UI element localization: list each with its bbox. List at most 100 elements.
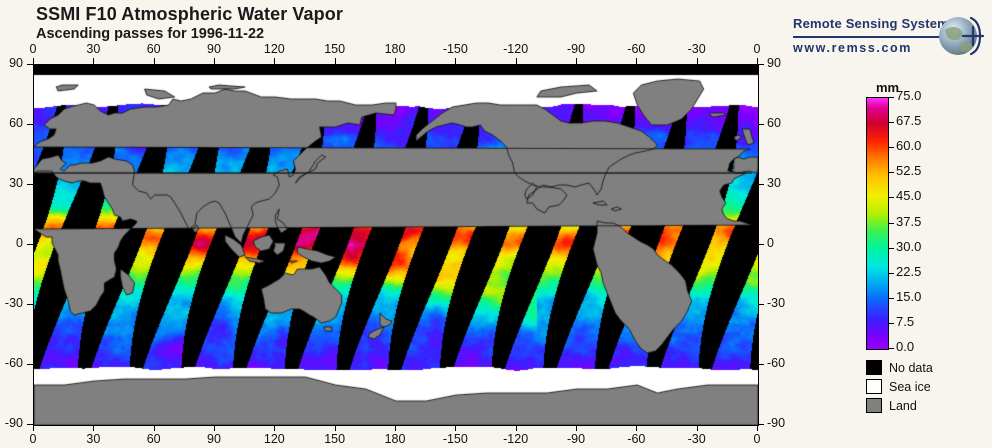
lon-tick	[395, 425, 396, 431]
lon-tick	[515, 425, 517, 431]
colorbar-tick-label: 60.0	[896, 138, 922, 154]
lon-label-bottom: 60	[146, 432, 161, 446]
colorbar-tick	[888, 122, 894, 124]
lon-label-bottom: 0	[753, 432, 761, 446]
legend-label: No data	[889, 360, 933, 375]
lon-tick	[455, 58, 457, 64]
colorbar-tick	[888, 97, 894, 98]
lon-tick	[93, 58, 95, 64]
lat-label-left: -60	[4, 356, 23, 370]
lon-tick	[153, 425, 155, 431]
colorbar-tick-label: 45.0	[896, 188, 922, 204]
colorbar-tick	[888, 197, 894, 199]
lat-label-right: -90	[767, 416, 786, 430]
lon-tick	[93, 425, 95, 431]
lon-label-top: 180	[384, 42, 406, 56]
lat-tick	[758, 64, 764, 65]
lat-label-left: 0	[16, 236, 23, 250]
colorbar-tick-label: 7.5	[896, 313, 915, 329]
lon-label-bottom: 150	[324, 432, 346, 446]
map-plot-area[interactable]	[33, 64, 759, 426]
colorbar-tick	[888, 247, 894, 249]
lon-label-top: -150	[442, 42, 468, 56]
lat-tick	[27, 124, 33, 125]
lat-label-left: 60	[9, 116, 23, 130]
lat-tick	[758, 364, 764, 365]
lon-tick	[214, 58, 215, 64]
lat-label-right: -60	[767, 356, 786, 370]
lat-label-left: -90	[4, 416, 23, 430]
lon-tick	[757, 425, 758, 431]
lon-label-top: 0	[753, 42, 761, 56]
lon-tick	[153, 58, 155, 64]
page-subtitle: Ascending passes for 1996-11-22	[36, 26, 265, 42]
lon-tick	[636, 425, 638, 431]
legend-swatch	[866, 398, 882, 413]
lat-tick	[27, 304, 33, 305]
colorbar-tick	[888, 147, 894, 149]
lat-label-right: 90	[767, 56, 781, 70]
lat-label-left: 90	[9, 56, 23, 70]
lat-tick	[758, 184, 764, 185]
lon-label-top: 0	[29, 42, 37, 56]
colorbar-tick-label: 15.0	[896, 288, 922, 304]
lon-label-bottom: 180	[384, 432, 406, 446]
lon-tick	[696, 58, 698, 64]
colorbar-tick	[888, 172, 894, 174]
lon-label-top: 30	[86, 42, 101, 56]
lon-tick	[33, 58, 34, 64]
lat-label-left: 30	[9, 176, 23, 190]
lon-label-bottom: -60	[627, 432, 646, 446]
colorbar-tick	[888, 348, 894, 349]
colorbar-tick	[888, 222, 894, 224]
lon-label-top: -90	[566, 42, 586, 56]
lon-tick	[274, 425, 276, 431]
legend-item: Sea ice	[866, 377, 986, 396]
lon-tick	[334, 58, 336, 64]
lat-tick	[27, 364, 33, 365]
legend-item: Land	[866, 396, 986, 415]
brand-url: www.remss.com	[793, 41, 912, 55]
brand-divider	[793, 36, 941, 38]
lon-label-bottom: 0	[29, 432, 37, 446]
colorbar-tick-label: 0.0	[896, 339, 915, 354]
colorbar-tick	[888, 272, 894, 274]
lat-tick	[27, 184, 33, 185]
lat-tick	[758, 244, 764, 245]
lon-label-top: 60	[146, 42, 161, 56]
lat-tick	[758, 124, 764, 125]
lat-label-left: -30	[4, 296, 23, 310]
colorbar-unit-label: mm	[876, 80, 900, 95]
lon-label-bottom: -120	[503, 432, 529, 446]
lon-tick	[274, 58, 276, 64]
legend-item: No data	[866, 358, 986, 377]
lat-tick	[758, 424, 764, 425]
colorbar-tick-label: 30.0	[896, 238, 922, 254]
lat-tick	[758, 304, 764, 305]
lon-label-top: -30	[687, 42, 706, 56]
water-vapor-heatmap	[34, 65, 758, 425]
legend-label: Land	[889, 398, 917, 413]
colorbar-gradient[interactable]	[866, 97, 889, 350]
lon-tick	[455, 425, 457, 431]
legend-swatch	[866, 360, 882, 375]
lon-tick	[33, 425, 34, 431]
colorbar-tick	[888, 297, 894, 299]
lat-tick	[27, 424, 33, 425]
lon-tick	[515, 58, 517, 64]
lon-tick	[696, 425, 698, 431]
lat-tick	[27, 64, 33, 65]
lon-label-bottom: 90	[207, 432, 221, 446]
brand-logo[interactable]: Remote Sensing Systems www.remss.com	[793, 10, 985, 62]
lon-label-bottom: 120	[263, 432, 285, 446]
lat-label-right: 60	[767, 116, 781, 130]
lon-label-top: -60	[627, 42, 646, 56]
lat-label-right: 0	[767, 236, 774, 250]
lon-label-top: 150	[324, 42, 346, 56]
colorbar-tick-label: 52.5	[896, 163, 922, 179]
lon-label-bottom: 30	[86, 432, 101, 446]
colorbar-tick-label: 37.5	[896, 213, 922, 229]
lon-tick	[334, 425, 336, 431]
globe-icon	[939, 16, 985, 56]
lon-label-top: -120	[503, 42, 529, 56]
